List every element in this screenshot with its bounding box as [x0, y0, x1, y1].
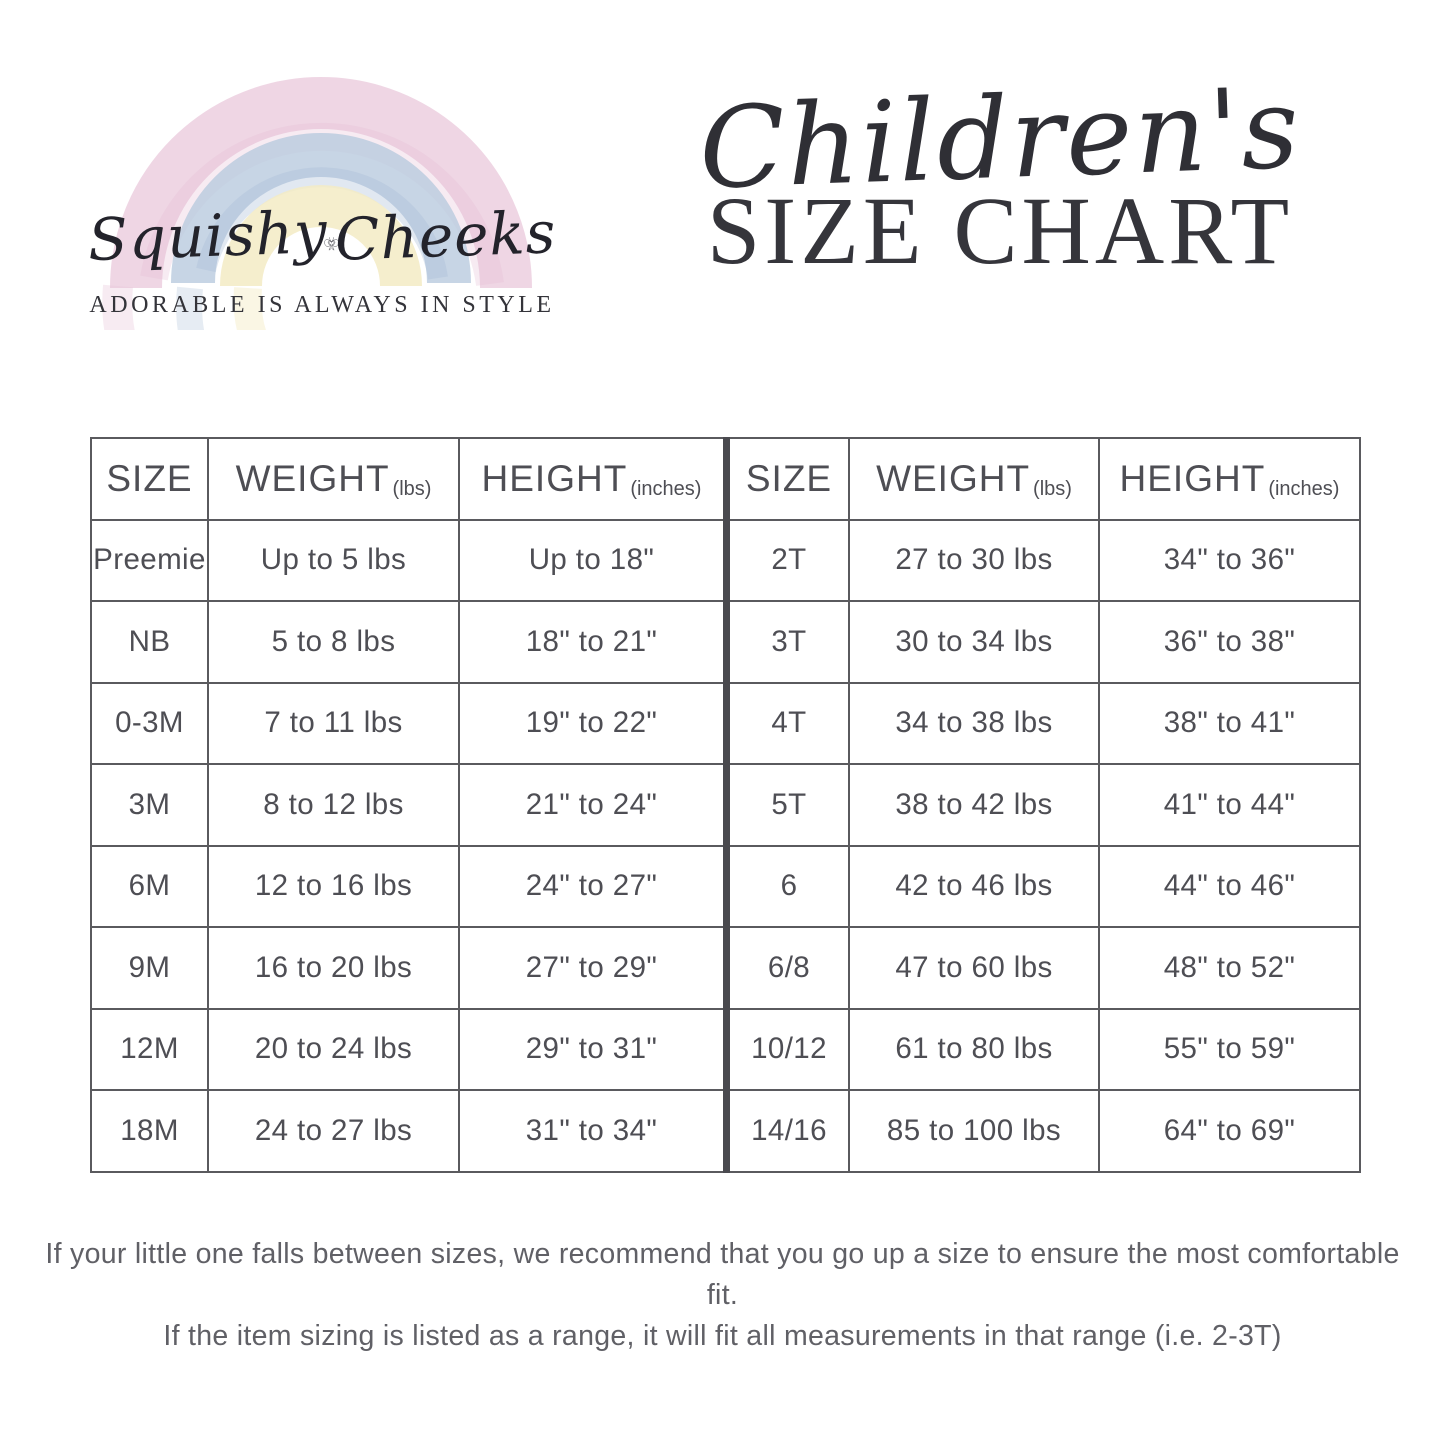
weight-cell: 5 to 8 lbs [207, 600, 460, 684]
weight-cell: 34 to 38 lbs [848, 681, 1100, 765]
brand-word-squishy: Squishy [86, 197, 329, 275]
weight-cell: 27 to 30 lbs [848, 518, 1100, 602]
sizing-note: If your little one falls between sizes, … [45, 1234, 1400, 1357]
sizing-note-line2: If the item sizing is listed as a range,… [163, 1320, 1282, 1352]
weight-cell: Up to 5 lbs [207, 518, 460, 602]
table-row: 6/8 47 to 60 lbs 48" to 52" [730, 926, 1361, 1010]
height-cell: 38" to 41" [1098, 681, 1361, 765]
table-row: 14/16 85 to 100 lbs 64" to 69" [730, 1089, 1361, 1173]
column-header-height: HEIGHT (inches) [458, 437, 723, 521]
size-cell: 2T [730, 518, 850, 602]
table-row: 6M 12 to 16 lbs 24" to 27" [90, 844, 723, 928]
table-center-divider [723, 437, 730, 1173]
weight-cell: 20 to 24 lbs [207, 1007, 460, 1091]
size-chart-table: SIZE WEIGHT (lbs) HEIGHT (inches) Preemie … [90, 437, 1361, 1173]
weight-cell: 47 to 60 lbs [848, 926, 1100, 1010]
weight-cell: 16 to 20 lbs [207, 926, 460, 1010]
size-cell: 3M [90, 763, 209, 847]
toddler-size-table: SIZE WEIGHT (lbs) HEIGHT (inches) 2T 27 to… [730, 437, 1361, 1173]
height-cell: 34" to 36" [1098, 518, 1361, 602]
weight-cell: 30 to 34 lbs [848, 600, 1100, 684]
size-cell: 6 [730, 844, 850, 928]
table-row: 3M 8 to 12 lbs 21" to 24" [90, 763, 723, 847]
table-row: NB 5 to 8 lbs 18" to 21" [90, 600, 723, 684]
height-cell: 31" to 34" [458, 1089, 723, 1173]
height-cell: 48" to 52" [1098, 926, 1361, 1010]
weight-cell: 24 to 27 lbs [207, 1089, 460, 1173]
weight-cell: 38 to 42 lbs [848, 763, 1100, 847]
weight-cell: 42 to 46 lbs [848, 844, 1100, 928]
table-row: 2T 27 to 30 lbs 34" to 36" [730, 518, 1361, 602]
table-row: 10/12 61 to 80 lbs 55" to 59" [730, 1007, 1361, 1091]
table-row: 4T 34 to 38 lbs 38" to 41" [730, 681, 1361, 765]
brand-name: Squishy Cheeks [86, 180, 558, 292]
size-cell: 10/12 [730, 1007, 850, 1091]
height-cell: 27" to 29" [458, 926, 723, 1010]
table-row: 5T 38 to 42 lbs 41" to 44" [730, 763, 1361, 847]
unit-inches: (inches) [630, 477, 702, 500]
unit-inches: (inches) [1268, 477, 1340, 500]
size-cell: NB [90, 600, 209, 684]
sizing-note-line1: If your little one falls between sizes, … [45, 1238, 1400, 1311]
height-cell: 21" to 24" [458, 763, 723, 847]
height-cell: Up to 18" [458, 518, 723, 602]
height-cell: 29" to 31" [458, 1007, 723, 1091]
height-cell: 19" to 22" [458, 681, 723, 765]
column-header-weight: WEIGHT (lbs) [848, 437, 1100, 521]
brand-word-cheeks: Cheeks [333, 198, 558, 274]
page-title: Children's SIZE CHART [650, 64, 1350, 285]
unit-lbs: (lbs) [1033, 477, 1072, 500]
size-cell: 5T [730, 763, 850, 847]
column-header-size: SIZE [730, 437, 850, 521]
table-row: 18M 24 to 27 lbs 31" to 34" [90, 1089, 723, 1173]
weight-cell: 12 to 16 lbs [207, 844, 460, 928]
weight-cell: 7 to 11 lbs [207, 681, 460, 765]
infant-size-table: SIZE WEIGHT (lbs) HEIGHT (inches) Preemie … [90, 437, 723, 1173]
column-header-height: HEIGHT (inches) [1098, 437, 1361, 521]
column-header-weight: WEIGHT (lbs) [207, 437, 460, 521]
height-cell: 36" to 38" [1098, 600, 1361, 684]
size-cell: 0-3M [90, 681, 209, 765]
weight-cell: 8 to 12 lbs [207, 763, 460, 847]
table-row: 12M 20 to 24 lbs 29" to 31" [90, 1007, 723, 1091]
height-cell: 44" to 46" [1098, 844, 1361, 928]
height-cell: 18" to 21" [458, 600, 723, 684]
size-cell: Preemie [90, 518, 209, 602]
table-row: Preemie Up to 5 lbs Up to 18" [90, 518, 723, 602]
table-header-row: SIZE WEIGHT (lbs) HEIGHT (inches) [730, 437, 1361, 521]
title-main: SIZE CHART [706, 177, 1294, 285]
weight-cell: 61 to 80 lbs [848, 1007, 1100, 1091]
height-cell: 41" to 44" [1098, 763, 1361, 847]
table-row: 0-3M 7 to 11 lbs 19" to 22" [90, 681, 723, 765]
bow-heart-icon [324, 237, 339, 251]
table-header-row: SIZE WEIGHT (lbs) HEIGHT (inches) [90, 437, 723, 521]
size-cell: 18M [90, 1089, 209, 1173]
rainbow-icon [102, 77, 532, 330]
height-cell: 64" to 69" [1098, 1089, 1361, 1173]
size-cell: 3T [730, 600, 850, 684]
table-row: 9M 16 to 20 lbs 27" to 29" [90, 926, 723, 1010]
size-cell: 6/8 [730, 926, 850, 1010]
brand-logo: Squishy Cheeks ADORABLE IS ALWAYS IN STY… [86, 38, 558, 330]
size-cell: 4T [730, 681, 850, 765]
weight-cell: 85 to 100 lbs [848, 1089, 1100, 1173]
height-cell: 24" to 27" [458, 844, 723, 928]
size-cell: 9M [90, 926, 209, 1010]
size-cell: 6M [90, 844, 209, 928]
table-row: 3T 30 to 34 lbs 36" to 38" [730, 600, 1361, 684]
title-script: Children's [697, 63, 1303, 215]
table-row: 6 42 to 46 lbs 44" to 46" [730, 844, 1361, 928]
column-header-size: SIZE [90, 437, 209, 521]
unit-lbs: (lbs) [392, 477, 432, 500]
brand-tagline: ADORABLE IS ALWAYS IN STYLE [89, 292, 555, 318]
height-cell: 55" to 59" [1098, 1007, 1361, 1091]
size-cell: 14/16 [730, 1089, 850, 1173]
size-cell: 12M [90, 1007, 209, 1091]
